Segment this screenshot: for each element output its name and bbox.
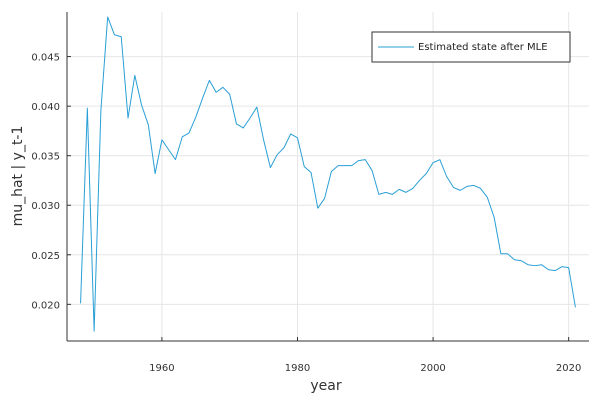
series-layer (80, 16, 576, 332)
y-tick-label: 0.020 (31, 300, 60, 311)
y-tick-label: 0.030 (31, 201, 60, 212)
legend: Estimated state after MLE (371, 31, 571, 63)
y-axis-title: mu_hat | y_t-1 (10, 126, 26, 227)
y-tick-label: 0.045 (31, 53, 60, 64)
x-tick-label: 2020 (556, 363, 581, 374)
axes (66, 12, 589, 342)
y-tick-label: 0.025 (31, 251, 60, 262)
series-line (80, 16, 576, 332)
x-tick-label: 1980 (285, 363, 310, 374)
tick-labels: 1960 1980 2000 2020 0.020 0.025 0.030 0.035 0.04… (31, 53, 581, 374)
x-axis-title: year (310, 378, 341, 394)
x-tick-label: 2000 (420, 363, 445, 374)
legend-entry-label: Estimated state after MLE (418, 42, 548, 53)
y-tick-label: 0.040 (31, 102, 60, 113)
y-tick-label: 0.035 (31, 152, 60, 163)
x-tick-label: 1960 (149, 363, 174, 374)
